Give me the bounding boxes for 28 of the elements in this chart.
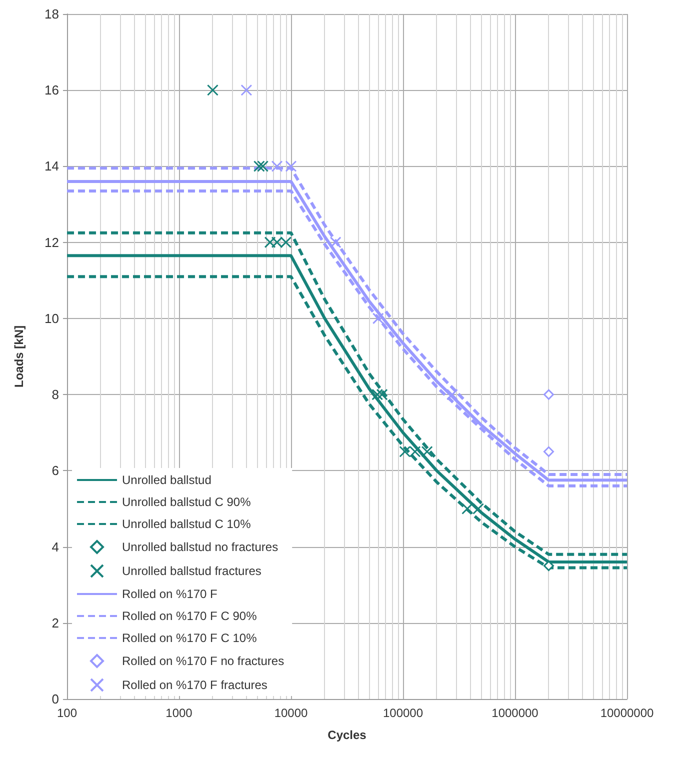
legend-label: Unrolled ballstud [122, 473, 212, 487]
legend-label: Unrolled ballstud no fractures [122, 540, 278, 554]
x-tick-label: 100 [56, 706, 78, 720]
y-tick-label: 8 [52, 387, 59, 402]
x-tick-label: 100000 [382, 706, 424, 720]
legend-label: Rolled on %170 F C 10% [122, 631, 258, 645]
x-tick-label: 1000 [166, 706, 193, 720]
y-tick-label: 0 [52, 692, 59, 706]
legend-label: Unrolled ballstud fractures [122, 564, 262, 578]
y-tick-label: 18 [44, 6, 59, 22]
y-tick-label: 16 [44, 82, 59, 98]
x-tick-label: 1000000 [492, 706, 539, 720]
legend-label: Rolled on %170 F C 90% [122, 609, 258, 623]
y-axis-title: Loads [kN] [12, 325, 26, 388]
x-tick-label: 10000000 [600, 706, 654, 720]
y-tick-label: 10 [44, 310, 59, 326]
x-tick-label: 10000 [274, 706, 308, 720]
y-tick-label: 6 [52, 463, 59, 478]
y-tick-label: 4 [52, 539, 59, 554]
legend-label: Unrolled ballstud C 90% [122, 495, 252, 509]
y-tick-label: 14 [44, 158, 59, 174]
y-tick-label: 2 [52, 615, 59, 630]
legend-label: Rolled on %170 F no fractures [122, 654, 284, 668]
legend-label: Rolled on %170 F fractures [122, 678, 268, 692]
x-axis-title: Cycles [328, 728, 367, 742]
y-tick-label: 12 [44, 234, 59, 250]
legend-label: Unrolled ballstud C 10% [122, 517, 252, 531]
legend-label: Rolled on %170 F [122, 587, 218, 601]
